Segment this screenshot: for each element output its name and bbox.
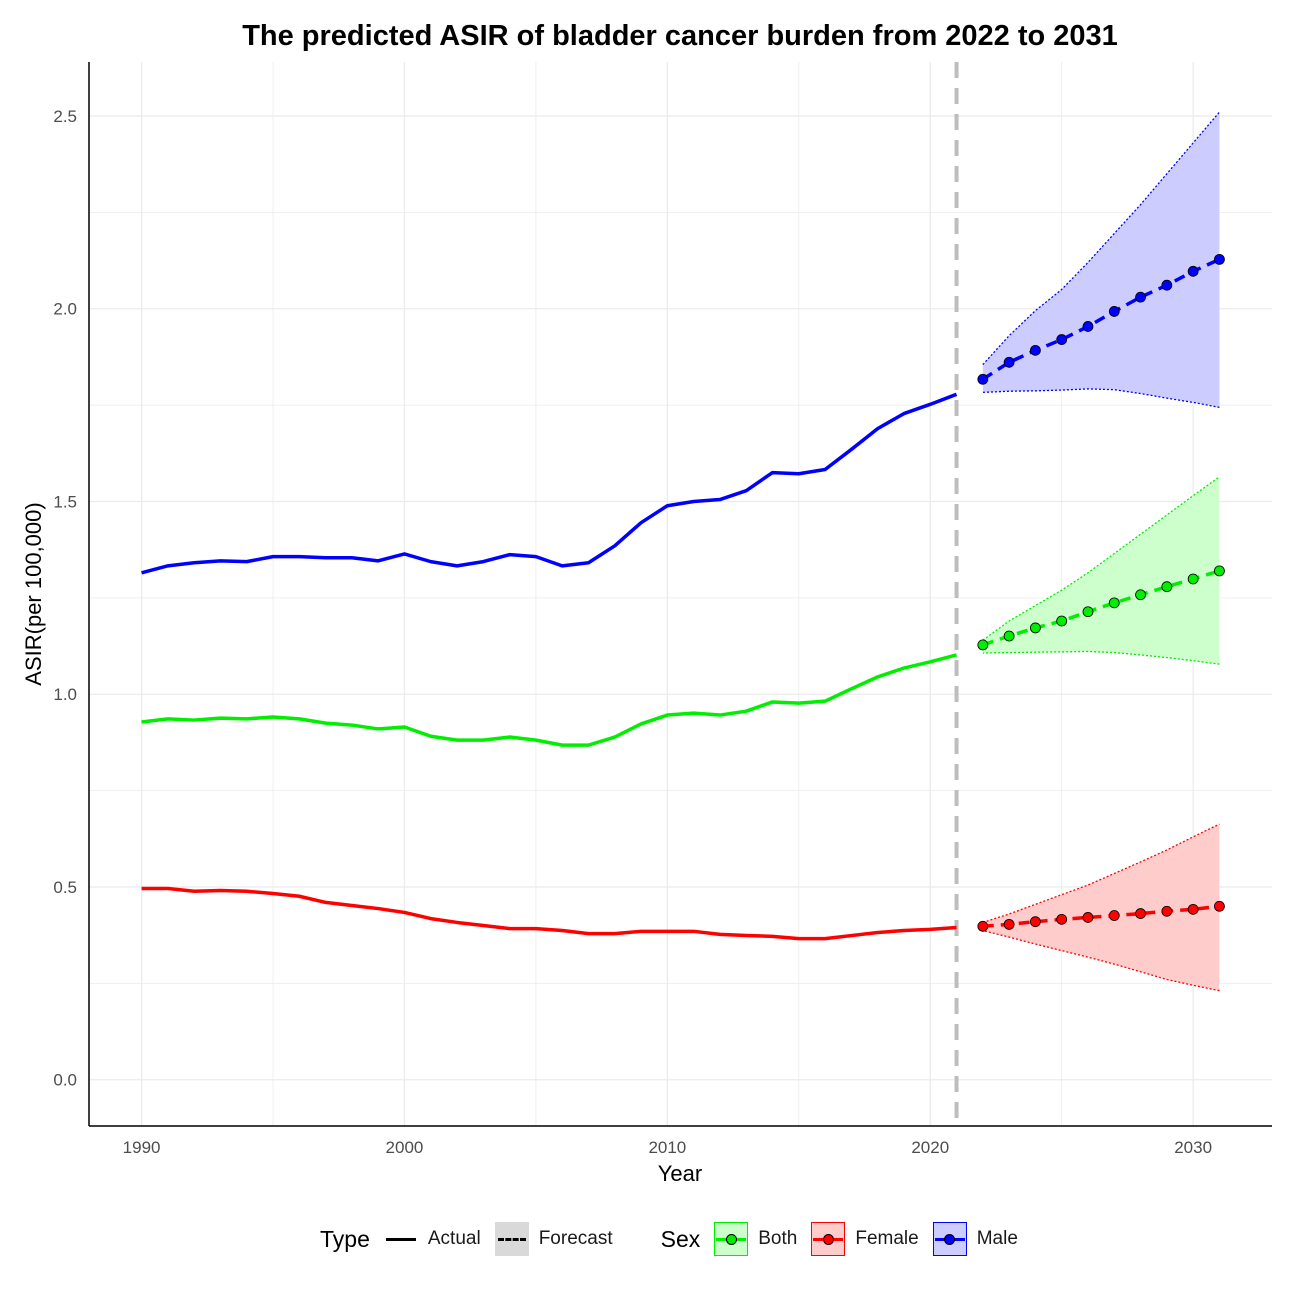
x-axis-label: Year [658,1161,702,1186]
ribbon-male [982,112,1220,408]
y-tick-label: 2.5 [53,107,77,126]
ribbon-female [982,824,1220,991]
y-tick-label: 0.5 [53,878,77,897]
forecast-point-female [1003,918,1015,930]
forecast-point-male [1161,279,1173,291]
forecast-point-female [1187,903,1199,915]
forecast-point-both [1187,573,1199,585]
forecast-point-both [977,639,989,651]
ci-lower-female [982,929,1220,992]
forecast-point-both [1082,606,1094,618]
legend-type-title: Type [320,1225,370,1252]
legend-label-both: Both [758,1228,798,1249]
legend: Type Actual Forecast Sex Both Female Mal… [320,1222,1032,1256]
x-tick-label: 2010 [648,1138,686,1157]
ci-upper-both [982,476,1220,641]
forecast-point-female [1082,912,1094,923]
x-tick-label: 1990 [123,1138,161,1157]
actual-line-both [141,653,957,747]
legend-sex-title: Sex [660,1225,701,1252]
chart-title: The predicted ASIR of bladder cancer bur… [242,20,1118,52]
forecast-point-both [1056,615,1068,627]
ci-upper-male [982,111,1220,366]
legend-label-actual: Actual [427,1228,481,1249]
forecast-line-female [982,904,1220,929]
forecast-line-both [982,569,1220,647]
forecast-point-female [1056,913,1068,925]
forecast-point-female [1108,910,1120,921]
forecast-point-both [1108,597,1120,609]
ci-upper-female [982,823,1220,924]
legend-key-male [932,1222,967,1256]
legend-key-female [811,1222,846,1256]
x-tick-label: 2030 [1174,1138,1212,1157]
legend-label-forecast: Forecast [538,1228,613,1249]
forecast-point-both [1135,589,1146,601]
forecast-point-female [1161,905,1173,917]
forecast-point-female [977,920,989,932]
forecast-point-male [1214,253,1225,265]
y-tick-label: 0.0 [53,1071,77,1090]
actual-line-male [141,392,958,575]
forecast-point-both [1214,565,1225,577]
forecast-point-male [1056,334,1068,345]
y-tick-label: 1.5 [53,492,77,511]
legend-key-actual [384,1222,418,1256]
forecast-point-male [1187,265,1199,277]
forecast-point-female [1030,916,1041,928]
legend-key-both [714,1222,749,1256]
forecast-point-male [1082,321,1094,332]
forecast-point-female [1135,908,1146,919]
actual-line-female [141,886,957,941]
ci-lower-both [982,650,1220,665]
forecast-point-male [1030,344,1041,356]
y-axis-label: ASIR(per 100,000) [21,502,46,685]
forecast-point-male [977,373,989,385]
forecast-point-female [1214,900,1225,912]
y-tick-label: 2.0 [53,300,77,319]
ribbon-both [982,476,1220,665]
legend-label-male: Male [976,1228,1018,1249]
legend-label-female: Female [855,1228,919,1249]
forecast-point-male [1003,356,1015,368]
x-tick-label: 2000 [386,1138,424,1157]
forecast-point-male [1135,291,1146,303]
legend-key-forecast [494,1222,529,1256]
ci-lower-male [982,388,1220,409]
forecast-point-both [1161,581,1173,593]
forecast-point-both [1030,622,1041,634]
y-tick-label: 1.0 [53,685,77,704]
forecast-point-both [1003,630,1015,642]
x-tick-label: 2020 [911,1138,949,1157]
forecast-point-male [1108,306,1120,317]
forecast-line-male [981,257,1221,381]
